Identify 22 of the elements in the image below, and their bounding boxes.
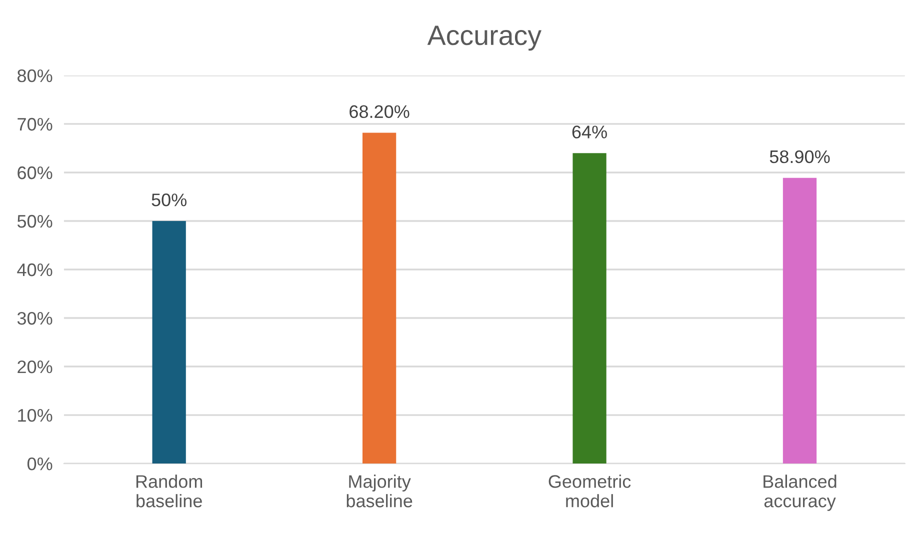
- y-tick-label: 10%: [18, 408, 52, 422]
- bar: [572, 153, 606, 464]
- y-tick-label: 40%: [17, 263, 52, 276]
- x-tick-label: Balanced accuracy: [764, 474, 836, 511]
- y-tick-label: 80%: [18, 69, 52, 82]
- bar: [782, 178, 817, 464]
- y-tick-label: 0%: [27, 457, 52, 470]
- y-tick-label: 60%: [18, 166, 52, 180]
- data-label: 64%: [572, 126, 607, 138]
- data-label: 50%: [152, 194, 187, 206]
- data-label: 68.20%: [350, 105, 410, 118]
- bar: [152, 220, 186, 464]
- x-tick-label: Random baseline: [136, 474, 202, 508]
- bar: [362, 132, 396, 464]
- chart-title: Accuracy: [427, 26, 542, 51]
- x-tick-label: Majority baseline: [346, 474, 412, 508]
- y-tick-label: 50%: [17, 214, 52, 228]
- y-tick-label: 20%: [18, 360, 52, 374]
- y-tick-label: 30%: [17, 312, 52, 325]
- data-label: 58.90%: [770, 150, 830, 164]
- y-tick-label: 70%: [18, 118, 52, 131]
- x-tick-label: Geometric model: [548, 474, 631, 508]
